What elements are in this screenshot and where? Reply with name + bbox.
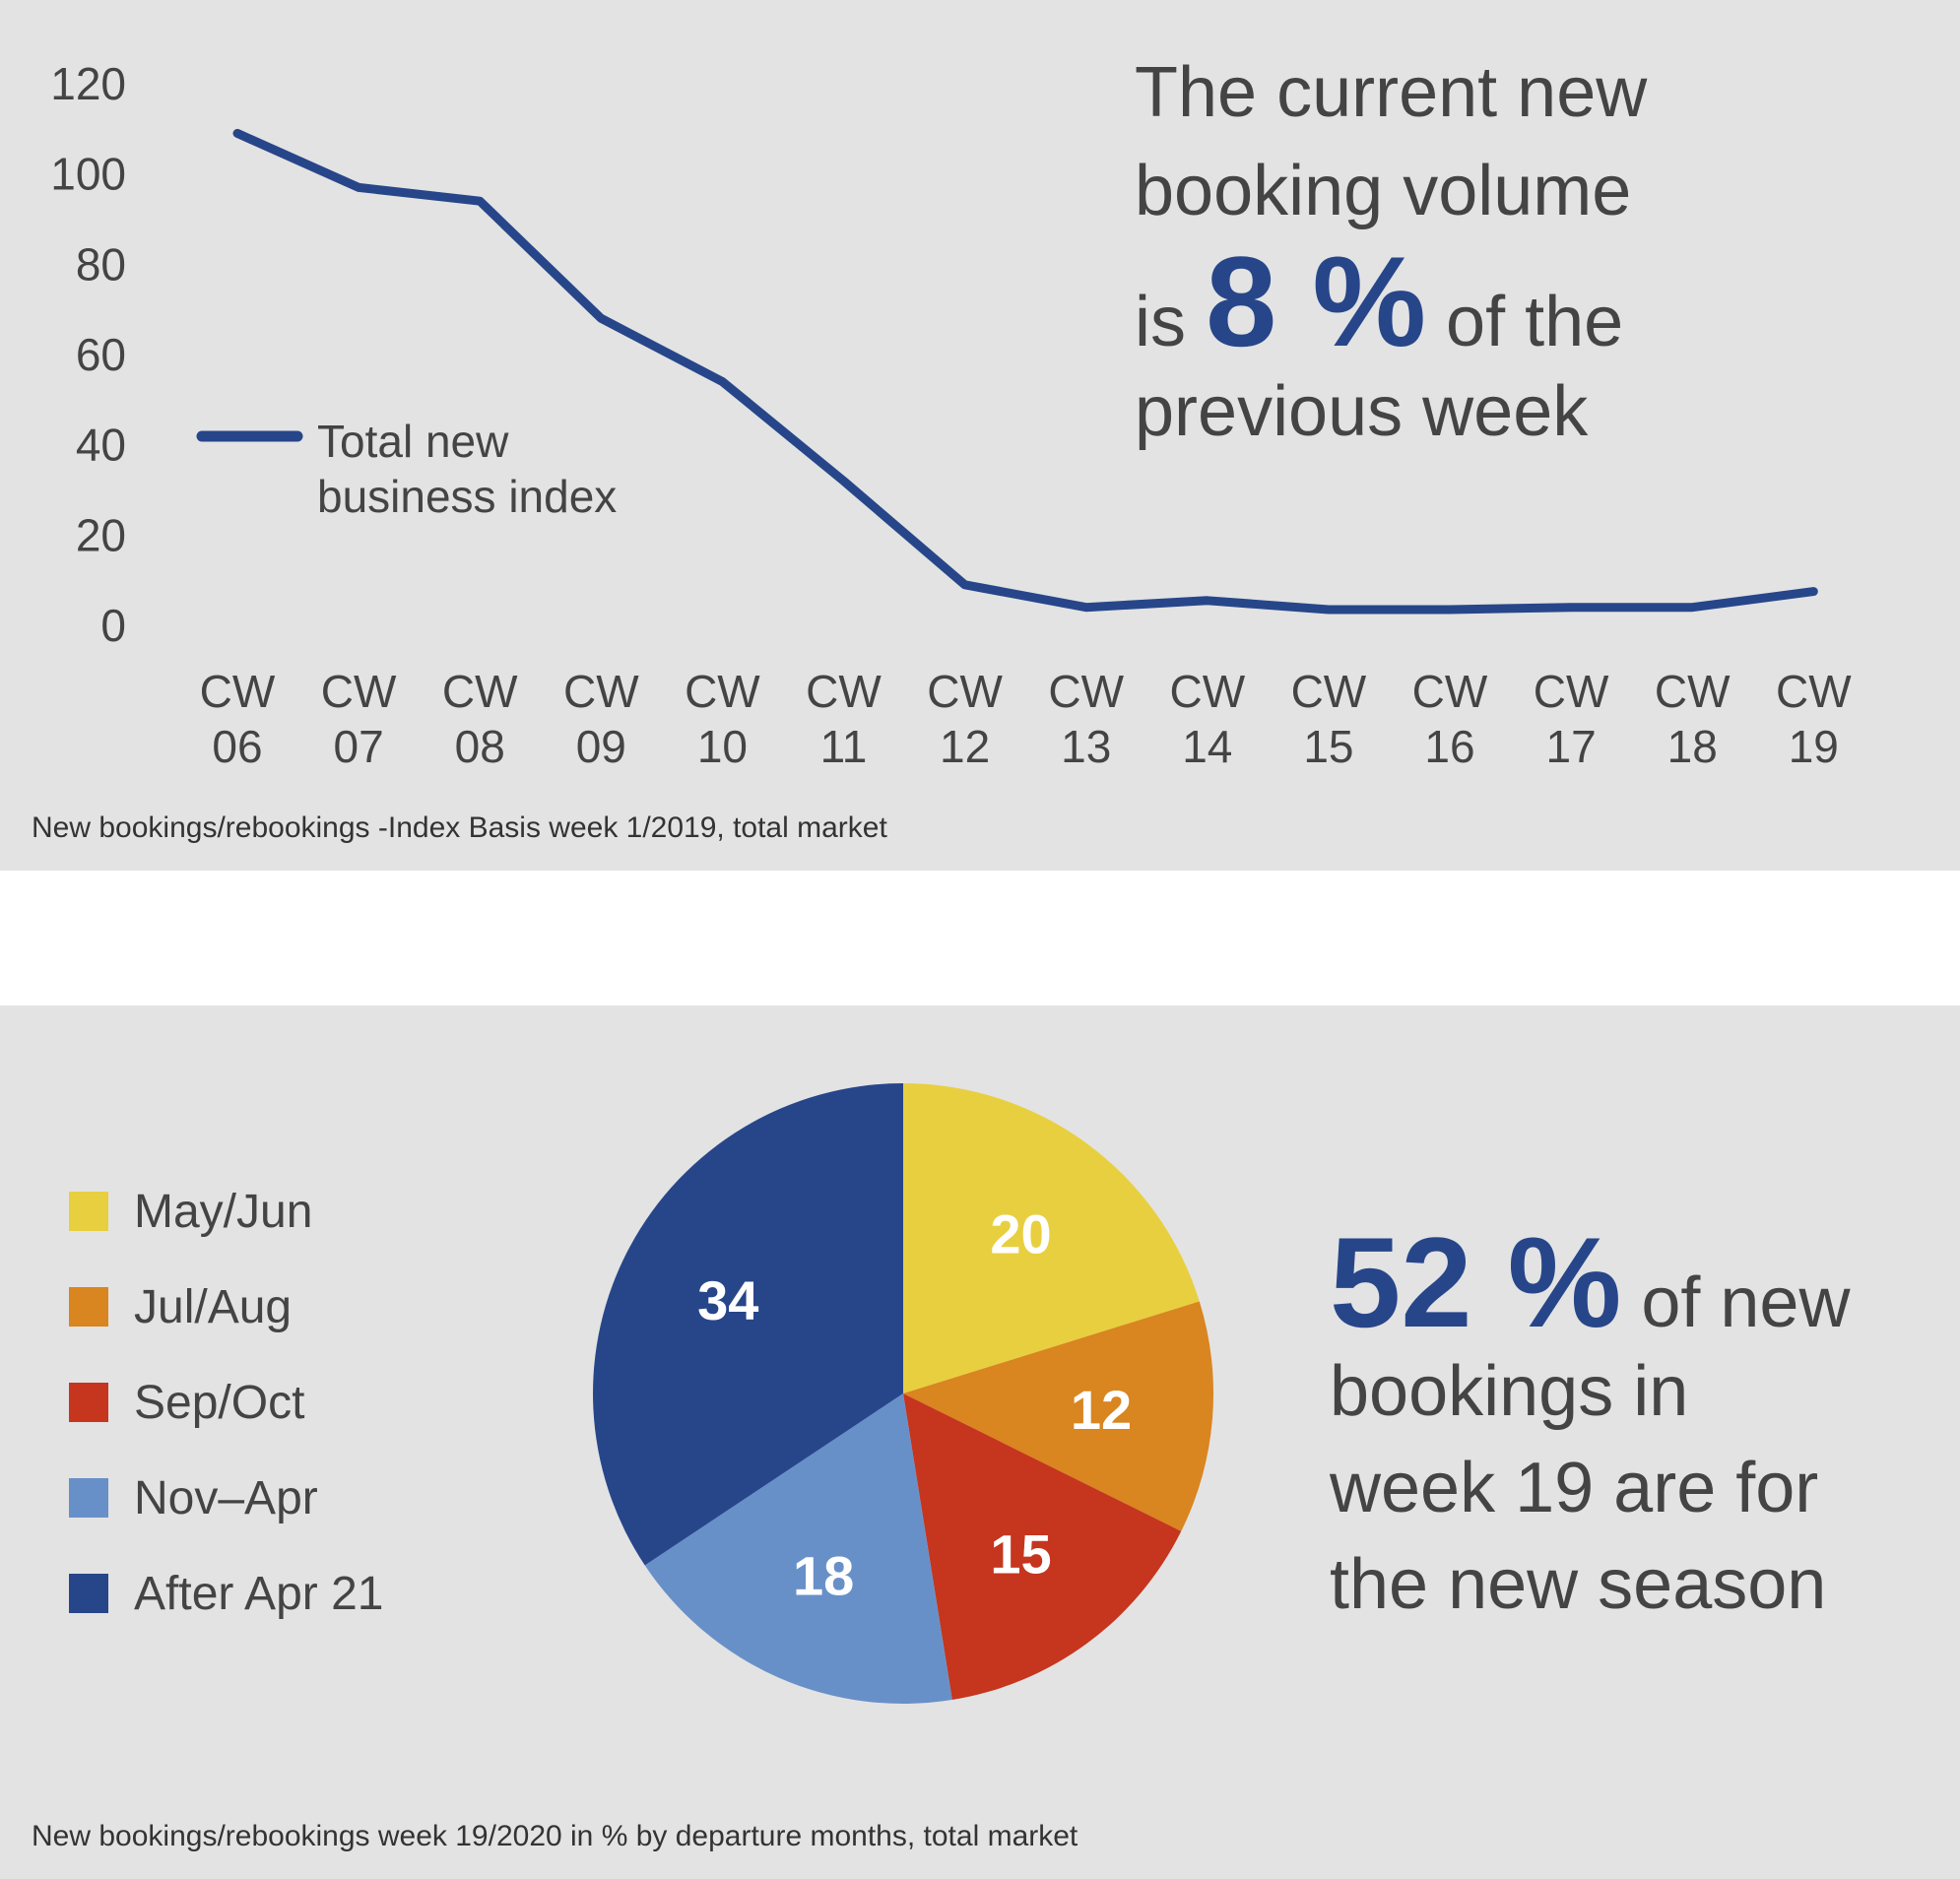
y-tick-label: 60 — [76, 329, 126, 380]
x-tick-label: CW 06 — [200, 666, 276, 772]
x-tick-label: CW 08 — [442, 666, 518, 772]
legend-swatch — [69, 1383, 108, 1422]
pie-headline-post: of new — [1641, 1263, 1851, 1342]
legend-label: Jul/Aug — [134, 1280, 293, 1333]
headline-line-1: The current new — [1135, 53, 1648, 132]
legend-label-line-1: Total new — [317, 416, 509, 467]
legend-label: Nov–Apr — [134, 1471, 318, 1524]
x-tick-label: CW 07 — [321, 666, 397, 772]
y-tick-label: 0 — [100, 600, 126, 651]
pie-legend-item: After Apr 21 — [69, 1567, 384, 1620]
headline-line-4: previous week — [1135, 372, 1589, 451]
x-tick-label: CW 13 — [1048, 666, 1124, 772]
legend-label: After Apr 21 — [134, 1567, 384, 1620]
line-legend-label: Total new business index — [317, 414, 617, 524]
pie-legend-item: Nov–Apr — [69, 1471, 318, 1524]
headline-value: 8 % — [1206, 229, 1427, 373]
series-line — [232, 128, 1818, 615]
pie-legend-item: Jul/Aug — [69, 1280, 293, 1333]
legend-label-line-2: business index — [317, 471, 618, 522]
x-tick-label: CW 10 — [685, 666, 760, 772]
line-chart-panel — [0, 0, 1960, 871]
pie-headline-line-1: 52 % of new — [1330, 1218, 1851, 1346]
legend-swatch — [69, 1287, 108, 1327]
pie-headline-line-2: bookings in — [1330, 1352, 1689, 1431]
x-tick-label: CW 09 — [563, 666, 639, 772]
x-tick-label: CW 11 — [806, 666, 882, 772]
x-tick-label: CW 19 — [1776, 666, 1852, 772]
y-tick-label: 20 — [76, 509, 126, 560]
line-chart: 0 20 40 60 80 100 120 CW 06 CW 07 CW 08 CW 09 CW 10 CW 11 C… — [50, 58, 1852, 772]
x-tick-label: CW 14 — [1169, 666, 1245, 772]
pie-headline: 52 % of new bookings in week 19 are for … — [1330, 1218, 1851, 1633]
legend-swatch — [69, 1574, 108, 1613]
pie-chart-note: New bookings/rebookings week 19/2020 in … — [32, 1820, 1078, 1852]
headline-post: of the — [1446, 283, 1624, 361]
pie-headline-line-4: the new season — [1330, 1545, 1827, 1624]
legend-label: Sep/Oct — [134, 1376, 305, 1429]
pie-headline-value: 52 % — [1330, 1210, 1622, 1354]
x-tick-label: CW 16 — [1412, 666, 1488, 772]
pie-legend-item: May/Jun — [69, 1185, 313, 1238]
x-tick-label: CW 15 — [1291, 666, 1367, 772]
line-chart-note: New bookings/rebookings -Index Basis wee… — [32, 811, 887, 844]
pie-legend-item: Sep/Oct — [69, 1376, 305, 1429]
legend-label: May/Jun — [134, 1185, 313, 1238]
y-tick-label: 120 — [50, 58, 126, 109]
headline-pre: is — [1135, 283, 1186, 361]
x-tick-label: CW 17 — [1534, 666, 1609, 772]
pie-headline-line-3: week 19 are for — [1330, 1449, 1819, 1527]
y-tick-label: 100 — [50, 149, 126, 200]
y-tick-label: 80 — [76, 238, 126, 290]
legend-swatch — [69, 1478, 108, 1518]
y-tick-label: 40 — [76, 420, 126, 471]
headline-line-2: booking volume — [1135, 152, 1632, 230]
line-headline: The current new booking volume is 8 % of… — [1135, 43, 1647, 461]
x-tick-label: CW 18 — [1655, 666, 1731, 772]
legend-swatch — [69, 1192, 108, 1231]
x-tick-label: CW 12 — [927, 666, 1003, 772]
headline-line-3: is 8 % of the — [1135, 237, 1647, 365]
